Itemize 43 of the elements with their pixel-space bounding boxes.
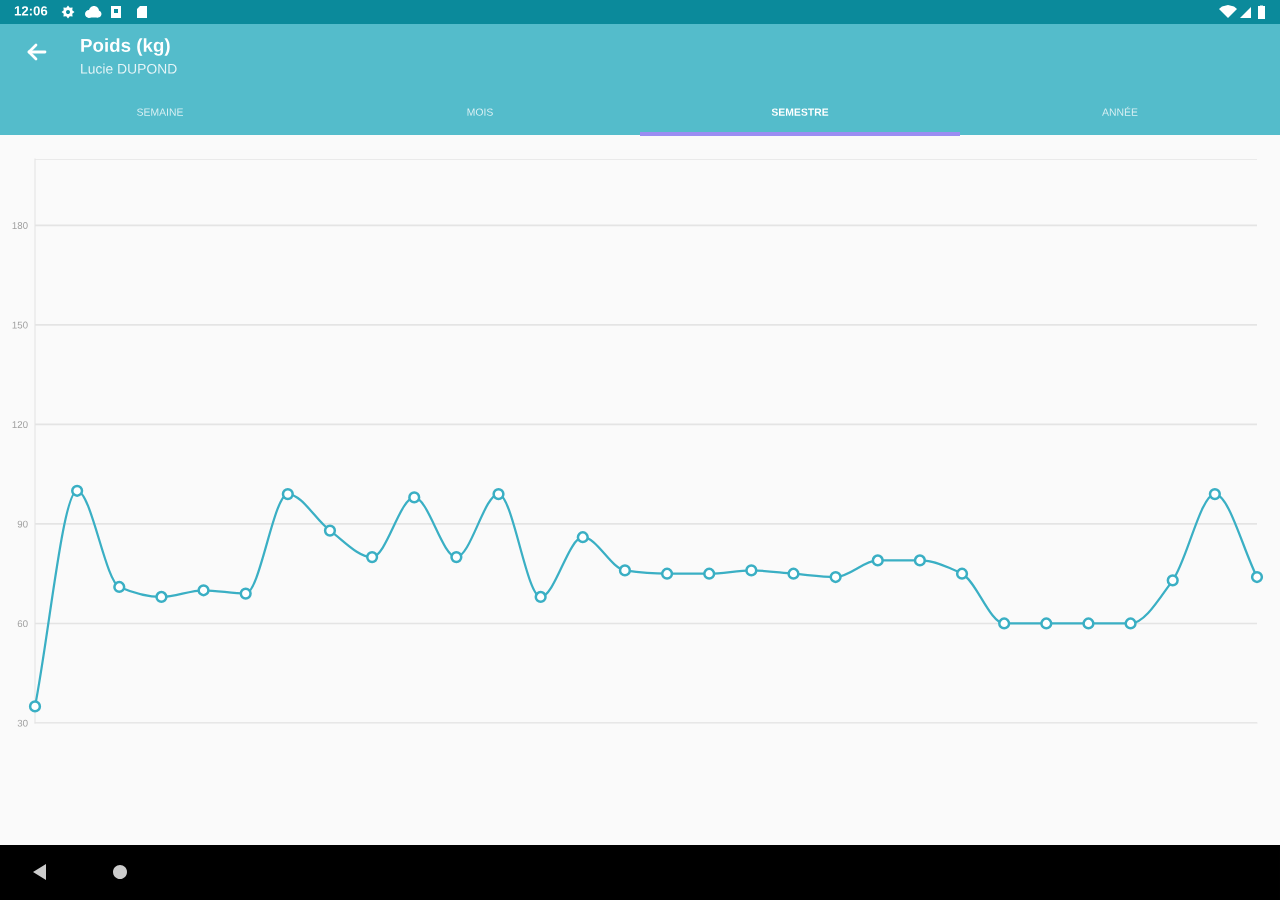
point [492,487,505,501]
point [155,590,168,604]
point [745,564,758,577]
point [28,700,42,713]
y-tick-label: 90 [17,520,28,528]
point [408,491,421,504]
text: 12:06 [14,6,48,16]
point [365,551,379,564]
point [1040,617,1053,630]
point [1124,617,1137,630]
point [618,564,632,577]
point [1250,570,1264,584]
text: SEMESTRE [771,108,829,116]
point [1166,574,1179,587]
point [71,484,84,497]
y-tick-label: 150 [12,321,28,329]
chart-title: Poids (kg) [81,38,170,56]
y-tick-label: 120 [12,421,28,429]
point [576,531,589,544]
point [871,554,884,567]
point [113,580,126,594]
point [787,567,800,580]
point [660,567,674,580]
point [534,590,547,604]
chart-subtitle: Lucie DUPOND [81,63,177,74]
y-tick-label: 180 [12,222,28,229]
point [998,617,1011,630]
text: SEMAINE [137,108,183,116]
y-tick-label: 60 [17,620,28,628]
point [323,524,337,537]
point [281,487,294,501]
text: MOIS [467,108,493,116]
point [1082,617,1095,630]
point [955,567,969,580]
text: ANNÉE [1102,106,1138,116]
y-tick-label: 30 [17,719,28,727]
point [703,567,716,580]
point [829,570,842,584]
point [197,584,210,597]
point [239,587,252,600]
point [450,551,463,564]
point [1208,487,1221,501]
point [913,554,927,567]
